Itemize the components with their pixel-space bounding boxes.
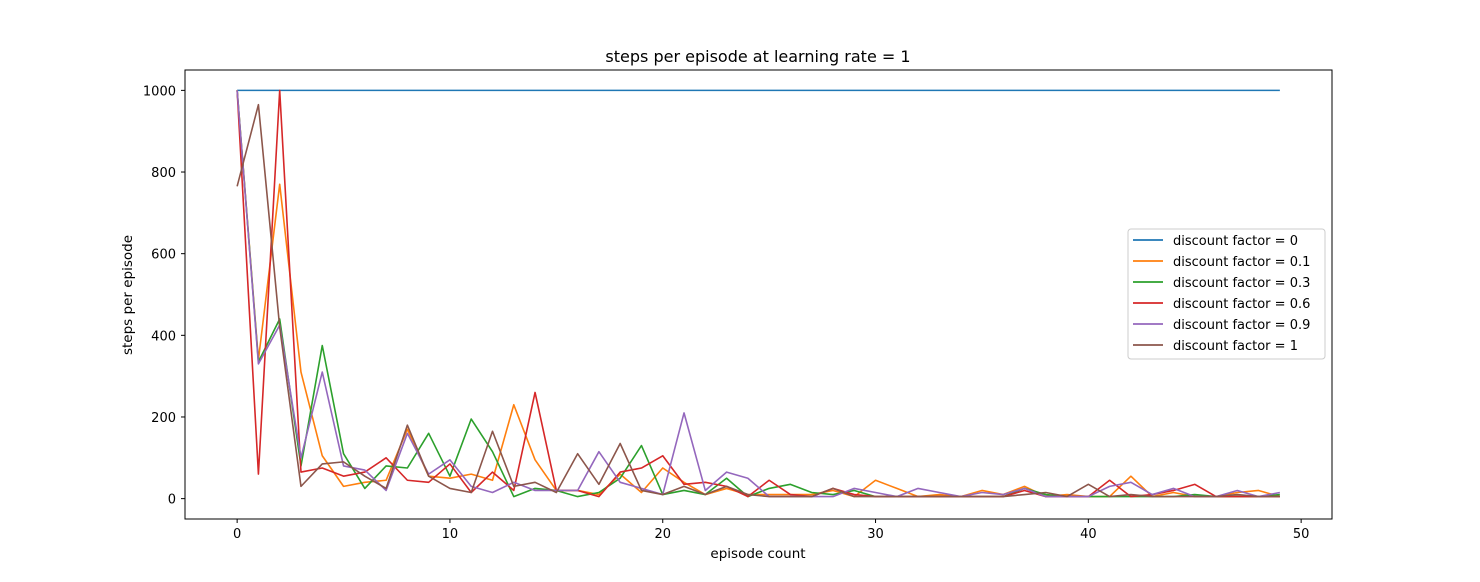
legend-label-5: discount factor = 1	[1173, 339, 1298, 354]
y-tick-label: 800	[151, 166, 176, 181]
series-line-2	[236, 90, 1280, 498]
x-tick-label: 50	[1293, 527, 1310, 542]
x-tick-label: 0	[233, 527, 241, 542]
y-axis-ticks: 0 200 400 600 800 1000	[143, 84, 185, 508]
x-axis-ticks: 0 10 20 30 40 50	[233, 519, 1309, 542]
y-tick-label: 1000	[143, 84, 176, 99]
plot-frame	[184, 69, 1333, 520]
legend-label-2: discount factor = 0.3	[1173, 276, 1310, 291]
x-tick-label: 20	[654, 527, 671, 542]
series-lines	[236, 89, 1281, 498]
chart-title: steps per episode at learning rate = 1	[605, 47, 910, 66]
legend-box	[1127, 228, 1326, 360]
legend: discount factor = 0 discount factor = 0.1…	[1127, 228, 1326, 360]
y-tick-label: 0	[168, 493, 176, 508]
legend-label-4: discount factor = 0.9	[1173, 318, 1310, 333]
x-tick-label: 40	[1080, 527, 1097, 542]
series-line-4	[236, 90, 1281, 498]
y-tick-label: 400	[151, 329, 176, 344]
y-axis-label: steps per episode	[120, 235, 136, 355]
y-tick-label: 600	[151, 248, 176, 263]
legend-label-1: discount factor = 0.1	[1173, 255, 1310, 270]
y-tick-label: 200	[151, 411, 176, 426]
legend-label-3: discount factor = 0.6	[1173, 297, 1310, 312]
x-axis-label: episode count	[710, 546, 805, 562]
x-tick-label: 10	[442, 527, 459, 542]
legend-label-0: discount factor = 0	[1173, 234, 1298, 249]
x-tick-label: 30	[867, 527, 884, 542]
series-line-5	[236, 103, 1280, 498]
